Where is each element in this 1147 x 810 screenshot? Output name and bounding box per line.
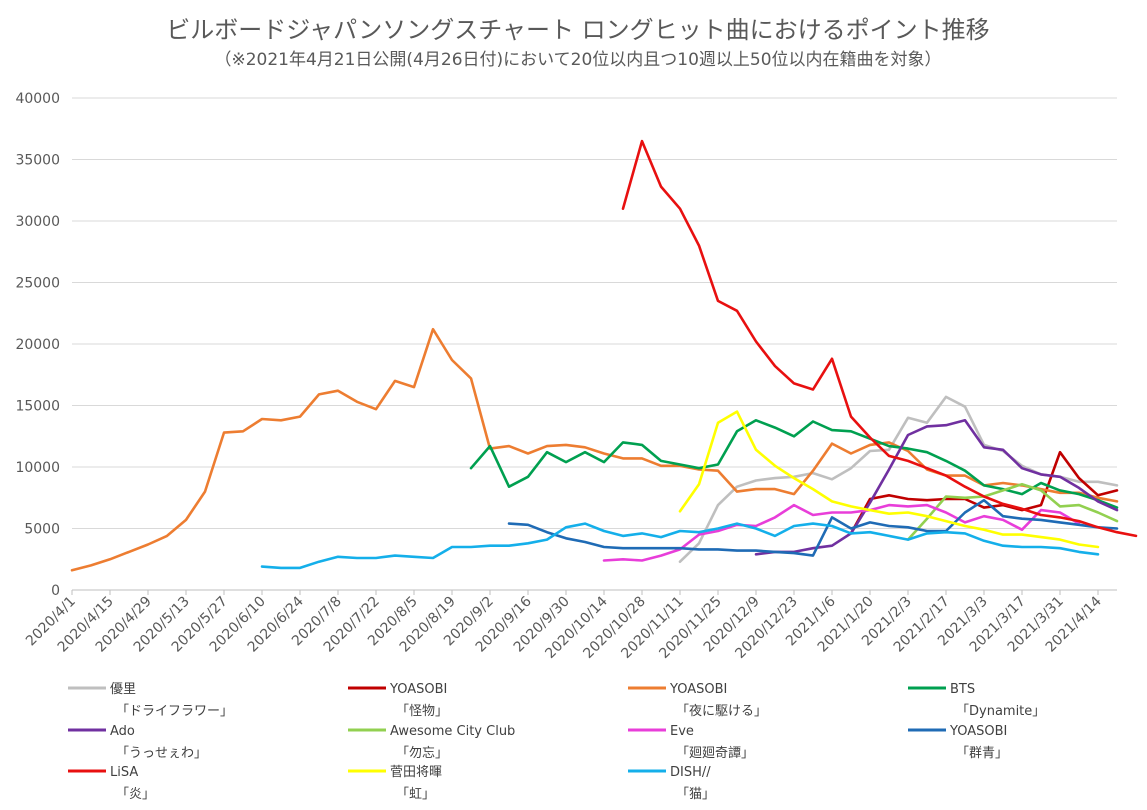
y-tick-label: 15000 — [15, 399, 60, 415]
chart-title: ビルボードジャパンソングスチャート ロングヒット曲におけるポイント推移 — [166, 16, 989, 44]
plot-area — [70, 139, 1138, 572]
chart-subtitle: （※2021年4月21日公開(4月26日付)において20位以内且つ10週以上50… — [214, 50, 941, 70]
axes — [71, 589, 1117, 595]
y-tick-label: 40000 — [15, 91, 60, 107]
legend-artist: YOASOBI — [669, 682, 727, 697]
y-tick-label: 30000 — [15, 214, 60, 230]
legend-song: 「猫」 — [676, 787, 715, 802]
legend-song: 「うっせぇわ」 — [116, 746, 207, 761]
legend-song: 「廻廻奇譚」 — [676, 745, 754, 761]
y-tick-label: 10000 — [15, 460, 60, 476]
series-line-10 — [678, 410, 1100, 549]
legend-song: 「勿忘」 — [396, 746, 448, 761]
series-line-4 — [469, 418, 1119, 509]
x-axis-tick-labels: 2020/4/12020/4/152020/4/292020/5/132020/… — [23, 593, 1105, 661]
legend-artist: Awesome City Club — [390, 724, 515, 739]
y-tick-label: 25000 — [15, 276, 60, 292]
y-tick-label: 20000 — [15, 337, 60, 353]
y-axis-tick-labels: 0 5000 10000 15000 20000 25000 30000 35000 40000 — [15, 91, 60, 599]
series-line-2 — [849, 450, 1119, 535]
legend-artist: 優里 — [110, 682, 136, 697]
legend-song: 「虹」 — [396, 787, 435, 802]
gridlines — [72, 97, 1117, 529]
legend-artist: YOASOBI — [949, 724, 1007, 739]
legend-artist: Eve — [670, 724, 694, 739]
legend-artist: DISH// — [670, 765, 711, 780]
legend-artist: LiSA — [110, 765, 138, 780]
legend-song: 「Dynamite」 — [956, 704, 1045, 719]
series-line-7 — [602, 503, 1081, 562]
legend-artist: Ado — [110, 724, 135, 739]
legend-song: 「怪物」 — [396, 704, 448, 719]
legend-artist: 菅田将暉 — [390, 765, 442, 780]
legend-song: 「炎」 — [116, 787, 155, 802]
series-line-9 — [621, 139, 1138, 538]
legend-artist: YOASOBI — [389, 682, 447, 697]
legend-song: 「夜に駆ける」 — [676, 704, 767, 719]
series-line-6 — [906, 482, 1119, 541]
y-tick-label: 0 — [51, 583, 60, 599]
legend: 優里「ドライフラワー」 YOASOBI 「怪物」 YOASOBI 「夜に駆ける」 BTS 「… — [68, 682, 1045, 802]
legend-song: 「ドライフラワー」 — [116, 704, 233, 719]
y-tick-label: 5000 — [24, 522, 60, 538]
legend-song: 「群青」 — [956, 746, 1008, 761]
series-line-11 — [260, 522, 1100, 570]
series-line-8 — [507, 498, 1119, 557]
y-tick-label: 35000 — [15, 153, 60, 169]
legend-artist: BTS — [950, 682, 975, 697]
